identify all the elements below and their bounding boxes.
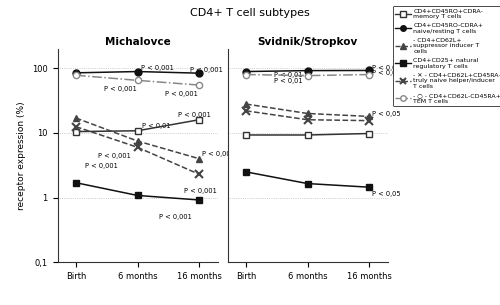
Text: P < 0,001: P < 0,001 bbox=[202, 151, 235, 157]
Text: P < 0,05: P < 0,05 bbox=[372, 111, 400, 117]
Text: P < 0,001: P < 0,001 bbox=[184, 188, 216, 194]
Text: P < 0,001: P < 0,001 bbox=[165, 91, 198, 97]
Title: Svidnik/Stropkov: Svidnik/Stropkov bbox=[258, 37, 358, 47]
Text: P < 0,001: P < 0,001 bbox=[98, 153, 130, 159]
Text: P < 0,01: P < 0,01 bbox=[142, 123, 171, 129]
Text: P < 0,001: P < 0,001 bbox=[140, 65, 173, 71]
Text: P < 0,01: P < 0,01 bbox=[274, 78, 302, 84]
Text: P < 0,001: P < 0,001 bbox=[178, 112, 210, 118]
Text: P < 0,01: P < 0,01 bbox=[274, 72, 302, 78]
Y-axis label: receptor expression (%): receptor expression (%) bbox=[18, 101, 26, 210]
Text: P < 0,01: P < 0,01 bbox=[372, 70, 400, 76]
Text: P < 0,001: P < 0,001 bbox=[104, 86, 136, 92]
Text: P < 0,001: P < 0,001 bbox=[85, 163, 118, 169]
Title: Michalovce: Michalovce bbox=[104, 37, 170, 47]
Text: P < 0,001: P < 0,001 bbox=[159, 214, 192, 220]
Text: CD4+ T cell subtypes: CD4+ T cell subtypes bbox=[190, 8, 310, 18]
Text: P < 0,001: P < 0,001 bbox=[190, 67, 222, 73]
Legend: CD4+CD45RO+CDRA-
memory T cells, CD4+CD45RO-CDRA+
naive/resting T cells, - CD4+C: CD4+CD45RO+CDRA- memory T cells, CD4+CD4… bbox=[392, 6, 500, 106]
Text: P < 0,01: P < 0,01 bbox=[372, 65, 400, 71]
Text: P < 0,05: P < 0,05 bbox=[372, 191, 400, 197]
